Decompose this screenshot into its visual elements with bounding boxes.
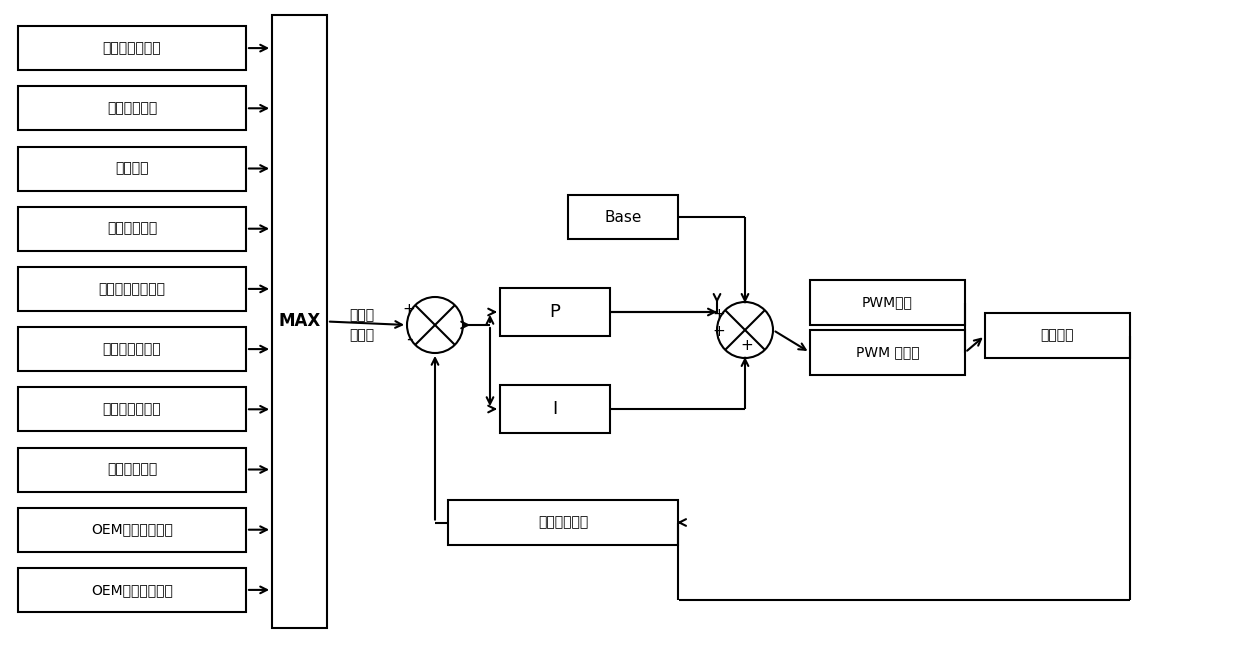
Bar <box>568 195 678 239</box>
Bar <box>448 500 678 545</box>
Bar <box>985 313 1130 358</box>
Text: +: + <box>403 302 415 317</box>
Bar <box>19 568 246 612</box>
Text: +: + <box>740 338 754 353</box>
Text: 发动机制动请求: 发动机制动请求 <box>103 342 161 356</box>
Bar <box>19 206 246 251</box>
Bar <box>19 327 246 371</box>
Bar <box>19 448 246 491</box>
Text: 速期望: 速期望 <box>350 328 374 342</box>
Text: 风扇转: 风扇转 <box>350 308 374 322</box>
Text: 手动风扇开关请求: 手动风扇开关请求 <box>98 282 165 296</box>
Text: 发动机转速请求: 发动机转速请求 <box>103 402 161 416</box>
Text: I: I <box>552 400 558 418</box>
Text: 风扇转速: 风扇转速 <box>1040 328 1074 342</box>
Text: +: + <box>713 324 725 339</box>
Text: 空调压力请求: 空调压力请求 <box>107 222 157 235</box>
Bar <box>810 330 965 375</box>
Text: 进气温度请求: 进气温度请求 <box>107 101 157 115</box>
Text: 车速请求: 车速请求 <box>115 161 149 175</box>
Text: -: - <box>405 330 412 348</box>
Text: PWM 占空比: PWM 占空比 <box>856 346 919 359</box>
Bar <box>19 146 246 190</box>
Text: +: + <box>713 307 725 322</box>
Bar <box>272 15 327 628</box>
Bar <box>810 280 965 325</box>
Bar <box>19 387 246 432</box>
Text: 燃油温度请求: 燃油温度请求 <box>107 462 157 477</box>
Bar <box>19 86 246 130</box>
Text: 超前滞后滤波: 超前滞后滤波 <box>538 515 588 530</box>
Text: OEM辅助温度请求: OEM辅助温度请求 <box>91 583 172 597</box>
Text: 冷却液温度请求: 冷却液温度请求 <box>103 41 161 55</box>
Bar <box>500 288 610 336</box>
Text: Base: Base <box>604 210 641 224</box>
Bar <box>19 267 246 311</box>
Bar <box>19 508 246 551</box>
Text: PWM周期: PWM周期 <box>862 295 913 310</box>
Bar <box>19 26 246 70</box>
Text: OEM辅助压力请求: OEM辅助压力请求 <box>91 522 172 537</box>
Bar <box>500 385 610 433</box>
Text: MAX: MAX <box>278 312 321 330</box>
Text: P: P <box>549 303 560 321</box>
